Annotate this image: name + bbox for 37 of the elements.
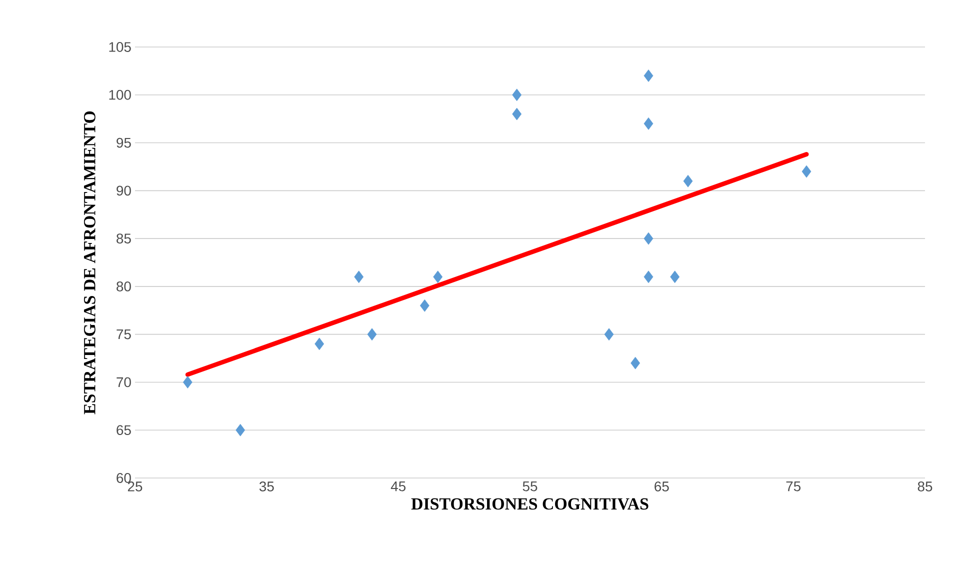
x-tick-label: 75: [786, 482, 801, 492]
x-tick-label: 65: [654, 482, 669, 492]
point: [630, 356, 640, 370]
point: [604, 328, 614, 341]
point: [236, 424, 246, 436]
y-tick-label: 80: [116, 281, 131, 292]
y-tick-label: 100: [109, 90, 131, 100]
x-tick-label: 25: [128, 482, 142, 492]
point: [314, 338, 324, 350]
point: [182, 376, 192, 388]
point: [433, 270, 443, 284]
point: [802, 165, 812, 178]
point: [644, 270, 654, 284]
point: [644, 232, 654, 245]
y-tick-label: 105: [109, 42, 131, 52]
y-tick-label: 90: [116, 186, 131, 196]
y-tick-label: 60: [116, 473, 131, 483]
point: [512, 108, 522, 120]
y-tick-label: 65: [116, 425, 131, 436]
point: [683, 174, 693, 188]
x-axis-title: DISTORSIONES COGNITIVAS: [411, 498, 648, 510]
x-tick-label: 45: [390, 482, 406, 492]
y-axis-title: ESTRATEGIAS DE AFRONTAMIENTO: [84, 111, 96, 414]
point: [354, 270, 364, 284]
point: [644, 117, 654, 130]
point: [512, 88, 522, 102]
point: [644, 70, 654, 82]
y-tick-label: 75: [116, 329, 131, 340]
point: [670, 270, 680, 284]
x-tick-label: 35: [259, 482, 274, 492]
x-tick-label: 55: [522, 482, 538, 492]
y-tick-label: 70: [116, 377, 131, 388]
y-tick-label: 85: [116, 234, 131, 244]
point: [367, 328, 377, 341]
x-tick-label: 85: [918, 482, 932, 492]
point: [420, 299, 430, 312]
y-tick-label: 95: [116, 138, 131, 148]
